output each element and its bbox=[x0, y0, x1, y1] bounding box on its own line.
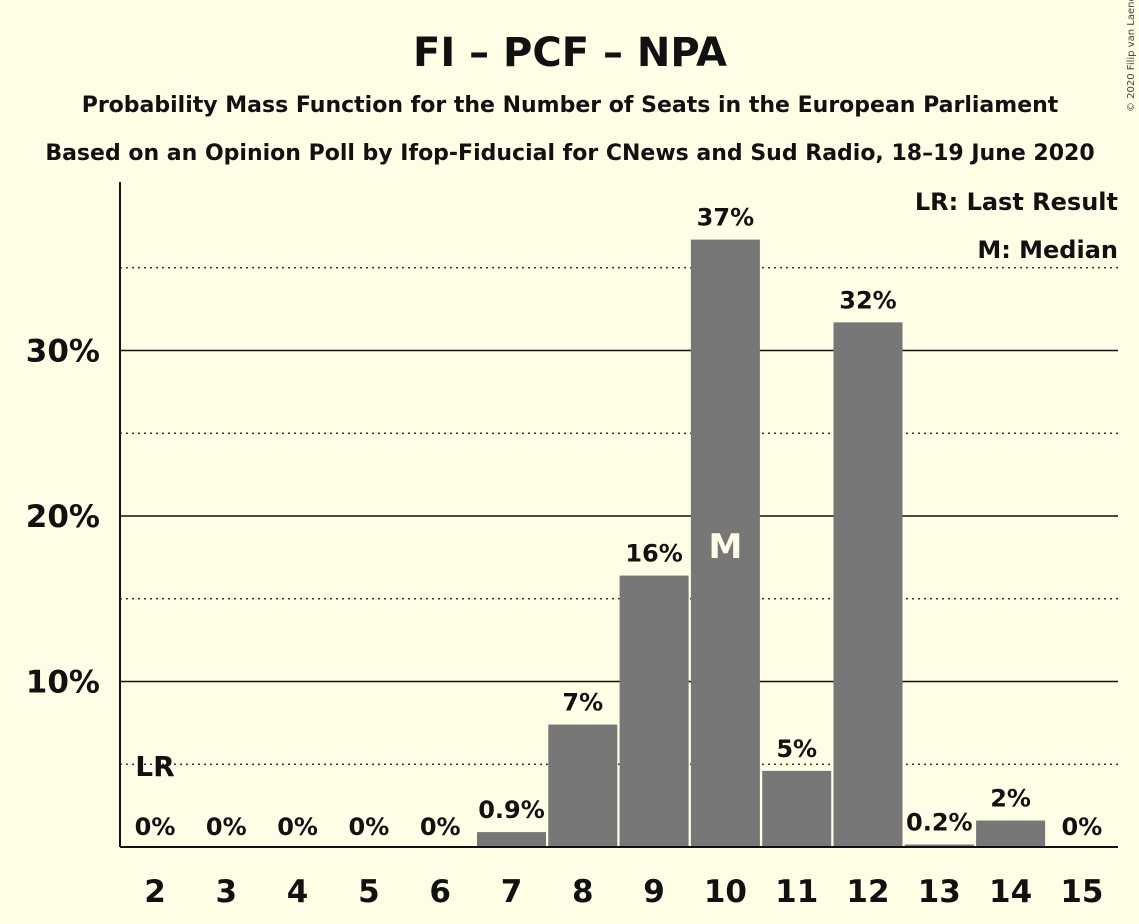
data-label-3: 0% bbox=[206, 813, 247, 841]
x-tick-label-13: 13 bbox=[918, 874, 961, 910]
x-tick-label-2: 2 bbox=[144, 874, 166, 910]
data-label-7: 0.9% bbox=[478, 796, 545, 824]
x-tick-label-11: 11 bbox=[775, 874, 818, 910]
chart-subtitle-2: Based on an Opinion Poll by Ifop-Fiducia… bbox=[45, 141, 1094, 166]
y-tick-label: 10% bbox=[26, 665, 100, 701]
bar-12 bbox=[833, 322, 903, 847]
bar-14 bbox=[976, 820, 1046, 847]
x-tick-label-14: 14 bbox=[989, 874, 1032, 910]
data-label-2: 0% bbox=[135, 813, 176, 841]
last-result-marker: LR bbox=[135, 750, 174, 783]
data-label-11: 5% bbox=[776, 735, 817, 763]
data-label-12: 32% bbox=[839, 286, 896, 314]
x-tick-label-5: 5 bbox=[358, 874, 380, 910]
x-tick-label-12: 12 bbox=[846, 874, 889, 910]
x-tick-label-3: 3 bbox=[216, 874, 238, 910]
bars bbox=[477, 239, 1046, 848]
data-label-9: 16% bbox=[625, 540, 682, 568]
gridlines bbox=[120, 267, 1118, 765]
data-label-10: 37% bbox=[697, 204, 754, 232]
data-label-5: 0% bbox=[349, 813, 390, 841]
chart-subtitle: Probability Mass Function for the Number… bbox=[82, 93, 1059, 118]
chart-title: FI – PCF – NPA bbox=[413, 30, 727, 76]
x-tick-label-10: 10 bbox=[704, 874, 747, 910]
x-tick-label-6: 6 bbox=[429, 874, 451, 910]
data-labels: 0% 0% 0% 0% 0% 0.9% 7% 16% 37% 5% 32% 0.2% 2% 0% LR M bbox=[135, 204, 1103, 841]
data-label-6: 0% bbox=[420, 813, 461, 841]
copyright-notice: © 2020 Filip van Laenen bbox=[1126, 0, 1137, 112]
y-tick-label: 20% bbox=[26, 499, 100, 535]
bar-9 bbox=[619, 575, 689, 847]
bar-7 bbox=[477, 832, 546, 847]
data-label-8: 7% bbox=[562, 689, 603, 717]
x-tick-label-15: 15 bbox=[1060, 874, 1103, 910]
legend-last-result: LR: Last Result bbox=[915, 188, 1118, 216]
y-tick-label: 30% bbox=[26, 334, 100, 370]
bar-10 bbox=[690, 239, 760, 848]
bar-13 bbox=[904, 844, 974, 847]
bar-11 bbox=[762, 770, 832, 847]
x-tick-label-8: 8 bbox=[572, 874, 594, 910]
x-tick-label-9: 9 bbox=[643, 874, 665, 910]
legend-median: M: Median bbox=[977, 236, 1118, 264]
median-marker: M bbox=[708, 527, 742, 567]
x-tick-label-4: 4 bbox=[287, 874, 309, 910]
bar-8 bbox=[548, 724, 618, 847]
x-tick-label-7: 7 bbox=[501, 874, 523, 910]
data-label-15: 0% bbox=[1062, 813, 1103, 841]
axes: 10% 20% 30% 2 3 4 5 6 7 8 9 10 11 12 13 14 15 bbox=[26, 182, 1118, 910]
data-label-14: 2% bbox=[990, 785, 1031, 813]
data-label-4: 0% bbox=[277, 813, 318, 841]
data-label-13: 0.2% bbox=[906, 809, 973, 837]
